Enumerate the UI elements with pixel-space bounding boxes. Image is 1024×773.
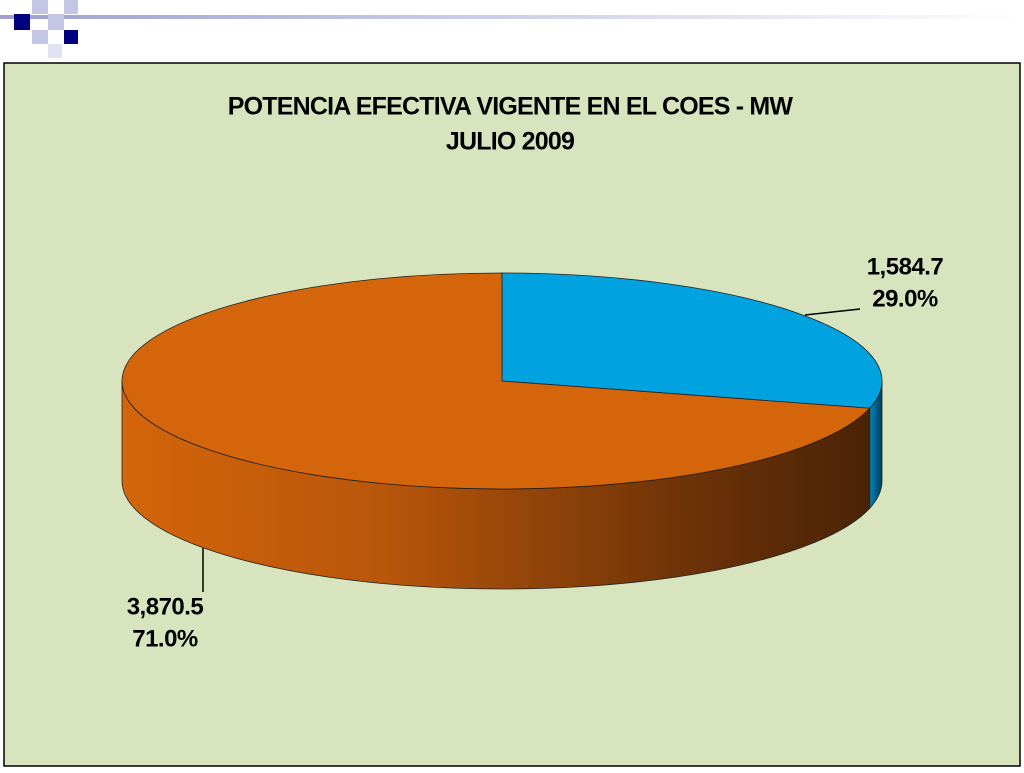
pie: 1,584.7 29.0% 3,870.5 71.0% (121, 253, 944, 652)
leader-line (804, 308, 861, 316)
chart-title: POTENCIA EFECTIVA VIGENTE EN EL COES - M… (228, 93, 794, 121)
slice (121, 272, 871, 490)
value-label: 3,870.5 (127, 593, 204, 620)
value-label: 1,584.7 (867, 253, 944, 280)
chart-subtitle: JULIO 2009 (446, 128, 574, 156)
percent-label: 71.0% (132, 625, 198, 652)
slice (501, 272, 883, 409)
percent-label: 29.0% (872, 285, 938, 312)
decoration (0, 0, 1024, 58)
